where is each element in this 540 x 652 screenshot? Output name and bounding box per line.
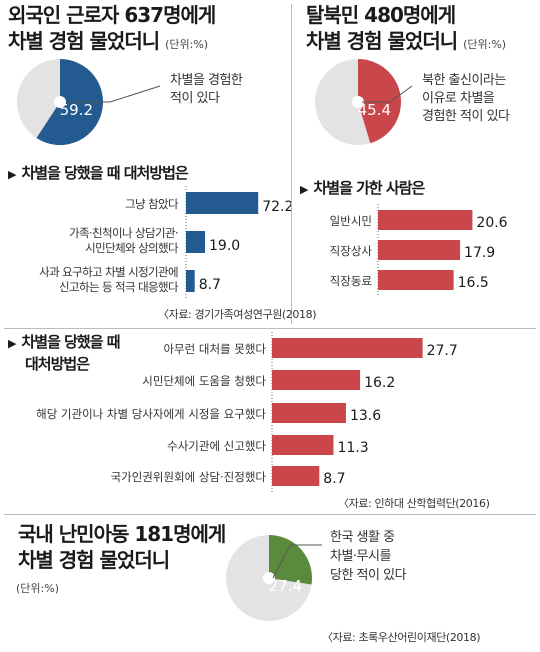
section-b-bar-value-1: 20.6 — [476, 215, 507, 231]
section-c-bar-value-4: 11.3 — [337, 440, 368, 456]
panel2-pie-value: 45.4 — [358, 101, 391, 119]
section-c-heading-line1-row: ▶ 차별을 당했을 때 — [8, 332, 121, 354]
section-b-bar-1 — [378, 210, 473, 230]
section-b-bar-3 — [378, 270, 454, 290]
section-c-bar-2 — [272, 370, 361, 390]
section-a-label-2-line2: 시민단체와 상의했다 — [85, 241, 178, 255]
panel4-pie-slice — [269, 535, 312, 585]
section-a-bar-2 — [186, 231, 205, 253]
panel4-pie-label-line2: 차별·무시를 — [330, 549, 391, 564]
panel1-pie-leader-line — [66, 85, 161, 103]
section-c-bar-1 — [272, 338, 423, 358]
panel4-unit: (단위:%) — [16, 582, 59, 595]
panel2-pie-label-line2: 이유로 차별을 — [422, 91, 495, 106]
section-c-bar-label-5: 국가인권위원회에 상담·진정했다 — [111, 470, 267, 484]
top-divider — [291, 4, 292, 324]
section-a-heading: ▶ 차별을 당했을 때 대처방법은 — [8, 162, 189, 183]
section-c-bar-4 — [272, 435, 334, 455]
panel1-title: 외국인 근로자 637명에게 차별 경험 물었더니 (단위:%) — [8, 2, 283, 58]
section-a-label-2: 가족·친척이나 상담기관· 시민단체와 상의했다 — [0, 226, 179, 256]
panel2-pie-leader-line — [362, 85, 413, 103]
panel2-pie-label: 북한 출신이라는 이유로 차별을 경험한 적이 있다 — [422, 72, 510, 126]
triangle-icon: ▶ — [8, 168, 17, 181]
section-a-bar-3 — [186, 270, 195, 292]
panel4-pie-label-line1: 한국 생활 중 — [330, 530, 395, 545]
panel1-pie-value: 59.2 — [60, 101, 93, 119]
section-a-source: 〈자료: 경기가족여성연구원(2018) — [158, 308, 317, 321]
panel1-unit: (단위:%) — [165, 38, 209, 51]
section-c-bar-label-3: 해당 기관이나 차별 당사자에게 시정을 요구했다 — [36, 407, 266, 421]
section-c-bar-5 — [272, 466, 320, 486]
panel4-title: 국내 난민아동 181명에게 차별 경험 물었더니 — [18, 521, 278, 573]
panel4-pie-leader-line — [272, 544, 322, 579]
section-c-heading-line2: 대처방법은 — [25, 355, 90, 373]
panel1-title-line2-row: 차별 경험 물었더니 (단위:%) — [8, 28, 283, 58]
section-a-label-1: 그냥 참았다 — [0, 197, 179, 212]
section-a-bar-value-1: 72.2 — [262, 199, 293, 215]
triangle-icon: ▶ — [300, 183, 309, 196]
section-a-label-1-text: 그냥 참았다 — [125, 197, 179, 211]
section-c-bar-label-2: 시민단체에 도움을 청했다 — [142, 374, 266, 388]
panel1-pie-label-line1: 차별을 경험한 — [170, 73, 243, 88]
section-c-bar-value-1: 27.7 — [427, 343, 458, 359]
section-c-bar-3 — [272, 403, 346, 423]
section-a-label-3-line2: 신고하는 등 적극 대응했다 — [59, 280, 179, 294]
panel4-pie-label: 한국 생활 중 차별·무시를 당한 적이 있다 — [330, 528, 407, 585]
panel1-title-line1: 외국인 근로자 637명에게 — [8, 3, 216, 27]
section-c-bar-value-5: 8.7 — [323, 471, 345, 487]
section-b-bar-label-2: 직장상사 — [330, 244, 373, 258]
section-a-bar-value-3: 8.7 — [199, 277, 221, 293]
panel4-source: 〈자료: 초록우산어린이재단(2018) — [322, 631, 481, 644]
panel2-title: 탈북민 480명에게 차별 경험 물었더니 (단위:%) — [306, 2, 538, 58]
triangle-icon: ▶ — [8, 337, 17, 350]
panel2-title-line2-row: 차별 경험 물었더니 (단위:%) — [306, 28, 538, 58]
section-c-source: 〈자료: 인하대 산학협력단(2016) — [338, 497, 490, 510]
middle-divider — [4, 328, 536, 329]
section-b-bar-2 — [378, 240, 461, 260]
panel4-pie-label-line3: 당한 적이 있다 — [330, 568, 407, 583]
panel2-pie-slice — [358, 59, 401, 144]
section-c-heading-line1: 차별을 당했을 때 — [21, 333, 120, 351]
panel1-title-line2: 차별 경험 물었더니 — [8, 29, 160, 53]
section-c-bar-label-1: 아무런 대처를 못했다 — [163, 342, 266, 356]
section-a-label-3-line1: 사과 요구하고 차별 시정기관에 — [39, 265, 179, 279]
panel1-pie-center-dot — [54, 96, 66, 108]
section-c-heading: ▶ 차별을 당했을 때 대처방법은 — [8, 332, 121, 374]
section-a-bar-1 — [186, 192, 259, 214]
section-a-heading-text: 차별을 당했을 때 대처방법은 — [21, 164, 188, 182]
panel4-pie-value: 27.4 — [269, 577, 302, 595]
panel2-pie-label-line3: 경험한 적이 있다 — [422, 109, 510, 124]
panel2-pie-label-line1: 북한 출신이라는 — [422, 73, 506, 88]
section-b-bar-label-3: 직장동료 — [330, 274, 372, 288]
section-b-bar-label-1: 일반시민 — [330, 214, 372, 228]
panel2-pie-center-dot — [352, 96, 364, 108]
panel4-pie-center-dot — [263, 572, 275, 584]
panel2-title-line1: 탈북민 480명에게 — [306, 3, 456, 27]
section-b-bar-value-2: 17.9 — [464, 245, 495, 261]
section-c-bar-label-4: 수사기관에 신고했다 — [167, 439, 266, 453]
panel4-title-line2: 차별 경험 물었더니 — [18, 548, 170, 572]
section-b-bar-value-3: 16.5 — [458, 275, 489, 291]
section-c-bar-value-3: 13.6 — [350, 408, 381, 424]
section-a-label-3: 사과 요구하고 차별 시정기관에 신고하는 등 적극 대응했다 — [0, 265, 179, 295]
section-b-heading-text: 차별을 가한 사람은 — [313, 179, 425, 197]
panel2-title-line2: 차별 경험 물었더니 — [306, 29, 458, 53]
panel2-unit: (단위:%) — [463, 38, 507, 51]
lower-divider — [4, 514, 536, 515]
section-a-bar-value-2: 19.0 — [209, 238, 240, 254]
panel4-title-line1: 국내 난민아동 181명에게 — [18, 522, 226, 546]
section-b-heading: ▶ 차별을 가한 사람은 — [300, 177, 425, 198]
section-a-label-2-line1: 가족·친척이나 상담기관· — [69, 226, 179, 240]
panel1-pie-label-line2: 적이 있다 — [170, 91, 220, 106]
panel1-pie-label: 차별을 경험한 적이 있다 — [170, 72, 243, 108]
section-c-bar-value-2: 16.2 — [364, 375, 395, 391]
